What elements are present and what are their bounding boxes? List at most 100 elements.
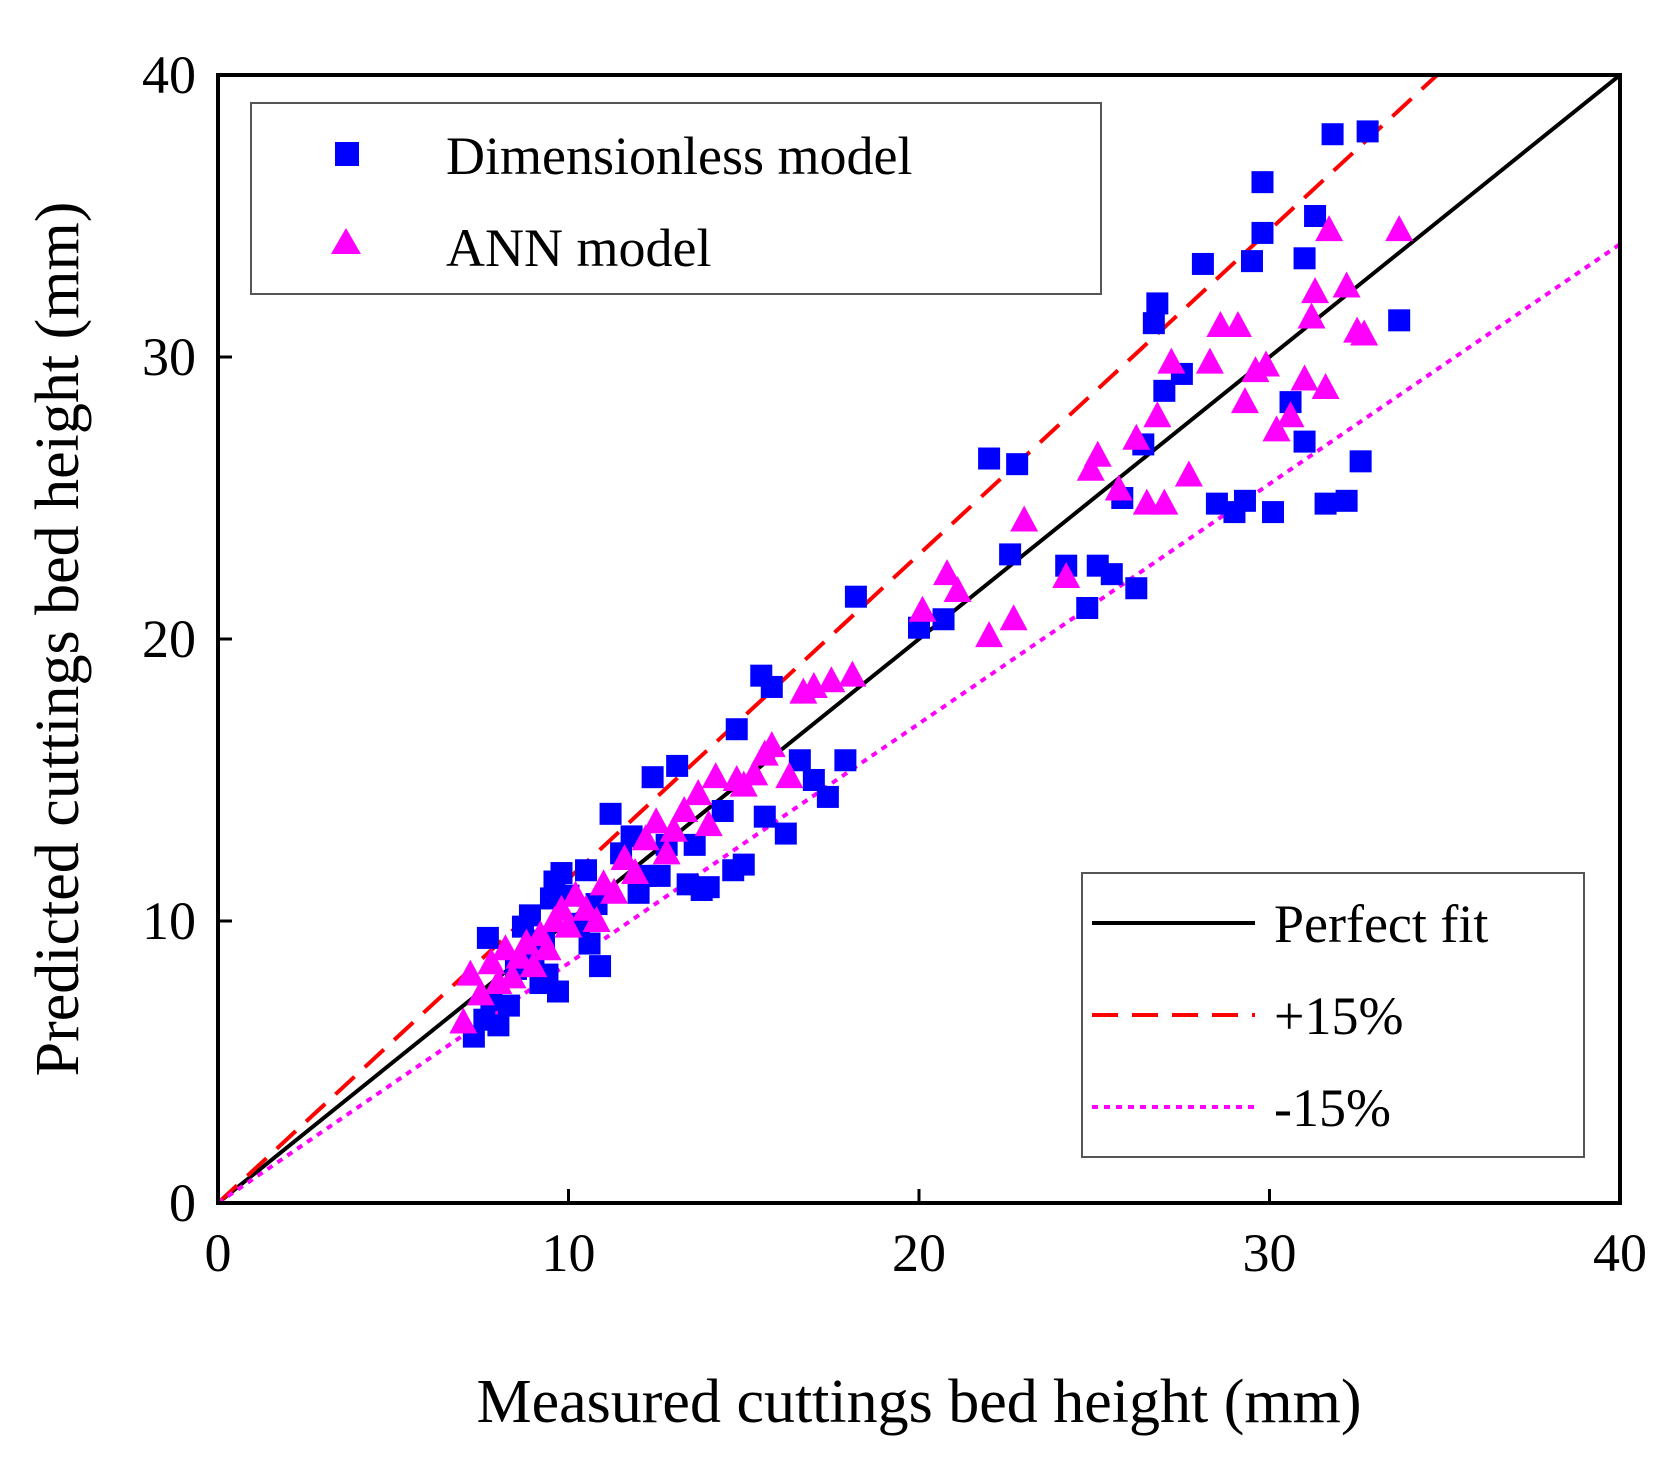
legend-marker-dimensionless-square [335,142,359,166]
point-ann-64 [1290,364,1319,391]
point-ann-58 [1223,310,1252,337]
point-dimensionless-69 [1240,250,1263,273]
point-ann-23 [642,807,671,834]
point-dimensionless-51 [978,447,1001,470]
point-dimensionless-78 [1321,123,1344,146]
point-dimensionless-80 [1349,450,1372,473]
point-ann-24 [652,838,681,865]
point-ann-46 [1052,561,1081,588]
point-dimensionless-22 [589,955,612,978]
x-tick-label-20: 20 [892,1223,946,1283]
point-dimensionless-74 [1293,430,1316,453]
point-dimensionless-59 [1125,577,1148,600]
data-points [449,120,1414,1048]
point-ann-66 [1301,277,1330,304]
x-tick-label-0: 0 [205,1223,232,1283]
point-ann-21 [621,858,650,885]
point-dimensionless-55 [1076,596,1099,619]
point-ann-29 [701,762,730,789]
line-15-dashed [218,75,1439,1203]
point-dimensionless-44 [788,749,811,772]
point-ann-39 [838,660,867,687]
point-ann-68 [1315,215,1344,242]
x-tick-label-10: 10 [542,1223,596,1283]
point-ann-8 [512,928,541,955]
point-ann-71 [1350,319,1379,346]
point-dimensionless-50 [932,608,955,631]
point-dimensionless-57 [1100,563,1123,586]
point-dimensionless-47 [834,749,857,772]
axis-ticks: 0 10 20 30 40 0 10 20 30 40 [142,45,1647,1283]
series-legend: Dimensionless model ANN model [250,102,1102,295]
point-dimensionless-48 [844,585,867,608]
point-ann-22 [631,824,660,851]
point-ann-41 [933,559,962,586]
point-ann-54 [1157,347,1186,374]
legend-label-ann-model: ANN model [446,218,711,278]
point-dimensionless-52 [999,543,1022,566]
line-perfect-fit-solid [218,75,1620,1203]
point-ann-32 [740,759,769,786]
point-ann-69 [1332,271,1361,298]
point-dimensionless-53 [1006,453,1029,476]
y-tick-label-0: 0 [169,1173,196,1233]
point-dimensionless-45 [802,769,825,791]
point-ann-25 [659,815,688,842]
point-ann-11 [533,934,562,961]
point-dimensionless-29 [648,864,671,887]
legend-label-dimensionless-model: Dimensionless model [446,126,912,186]
point-dimensionless-75 [1293,247,1316,270]
point-ann-43 [975,621,1004,648]
point-ann-65 [1297,302,1326,329]
point-ann-67 [1311,373,1340,400]
point-ann-35 [775,762,804,789]
point-dimensionless-43 [774,822,797,845]
point-dimensionless-71 [1251,171,1274,194]
point-dimensionless-23 [599,802,622,825]
point-dimensionless-63 [1153,379,1176,402]
point-ann-44 [999,604,1028,631]
point-ann-28 [694,810,723,837]
point-dimensionless-15 [546,980,569,1003]
point-ann-49 [1104,474,1133,501]
line-legend: Perfect fit +15% -15% [1081,872,1585,1158]
point-dimensionless-13 [539,887,562,910]
point-ann-72 [1385,215,1414,242]
point-dimensionless-82 [1388,309,1411,332]
point-dimensionless-49 [908,616,930,639]
point-ann-53 [1150,488,1179,515]
point-dimensionless-65 [1191,252,1214,275]
legend-marker-ann-triangle [331,228,361,254]
point-dimensionless-77 [1314,492,1337,515]
point-ann-45 [1010,505,1039,532]
point-ann-38 [817,666,846,693]
point-dimensionless-66 [1205,492,1228,515]
point-ann-63 [1276,401,1305,428]
point-dimensionless-81 [1356,120,1379,143]
point-dimensionless-46 [816,785,839,808]
point-ann-17 [582,906,611,932]
point-ann-19 [600,877,629,904]
point-dimensionless-16 [550,862,573,885]
y-axis-label: Predicted cuttings bed height (mm) [24,202,92,1077]
series-legend-box [250,102,1102,295]
point-dimensionless-33 [683,833,706,856]
point-ann-50 [1122,423,1151,450]
point-ann-48 [1083,440,1112,467]
point-dimensionless-36 [711,800,734,823]
point-ann-2 [466,979,495,1006]
point-dimensionless-8 [518,904,541,927]
point-dimensionless-41 [753,805,776,828]
point-dimensionless-79 [1335,489,1358,512]
point-dimensionless-19 [575,859,598,882]
point-ann-1 [456,959,485,986]
line-legend-box [1081,872,1585,1158]
y-tick-label-10: 10 [142,891,196,951]
point-dimensionless-31 [666,754,689,777]
point-dimensionless-68 [1233,489,1256,512]
point-dimensionless-3 [476,926,499,949]
point-ann-26 [670,796,699,823]
reference-lines [218,75,1620,1203]
point-dimensionless-4 [487,1014,510,1037]
